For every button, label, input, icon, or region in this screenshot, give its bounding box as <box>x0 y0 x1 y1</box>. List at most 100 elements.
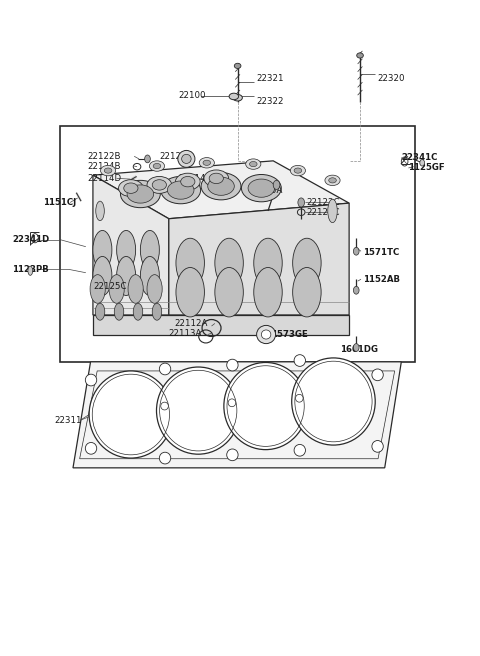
Ellipse shape <box>124 183 138 194</box>
Text: 22125A: 22125A <box>250 186 283 195</box>
Text: 1571TC: 1571TC <box>363 248 400 257</box>
Ellipse shape <box>215 268 243 317</box>
Ellipse shape <box>89 371 173 458</box>
Ellipse shape <box>329 178 336 183</box>
Ellipse shape <box>227 449 238 461</box>
Ellipse shape <box>149 161 165 171</box>
Ellipse shape <box>147 176 172 194</box>
Ellipse shape <box>176 238 204 288</box>
Ellipse shape <box>90 275 105 303</box>
Ellipse shape <box>215 238 243 288</box>
Ellipse shape <box>233 94 242 101</box>
Ellipse shape <box>224 363 307 449</box>
Ellipse shape <box>290 165 305 176</box>
Ellipse shape <box>85 443 96 454</box>
Ellipse shape <box>353 344 359 352</box>
Ellipse shape <box>353 247 359 255</box>
Text: 1151CJ: 1151CJ <box>43 198 76 207</box>
Ellipse shape <box>261 330 271 339</box>
Ellipse shape <box>420 159 424 166</box>
Ellipse shape <box>328 199 337 222</box>
Ellipse shape <box>117 256 136 295</box>
Ellipse shape <box>159 452 171 464</box>
Polygon shape <box>93 161 349 218</box>
Text: 1152AB: 1152AB <box>363 276 400 284</box>
Ellipse shape <box>250 161 257 167</box>
Ellipse shape <box>127 185 154 203</box>
Ellipse shape <box>28 266 33 276</box>
Ellipse shape <box>293 238 321 288</box>
Ellipse shape <box>254 238 282 288</box>
Ellipse shape <box>257 325 276 344</box>
Ellipse shape <box>120 180 160 208</box>
Ellipse shape <box>254 268 282 317</box>
Ellipse shape <box>128 275 143 303</box>
Ellipse shape <box>144 155 150 163</box>
Polygon shape <box>169 203 349 315</box>
Text: 22321: 22321 <box>257 74 284 83</box>
Ellipse shape <box>372 369 384 380</box>
Text: 22311: 22311 <box>54 416 82 425</box>
Ellipse shape <box>294 168 301 173</box>
Text: 22100: 22100 <box>179 91 206 100</box>
Ellipse shape <box>203 160 211 165</box>
Ellipse shape <box>176 268 204 317</box>
Ellipse shape <box>178 150 195 167</box>
Ellipse shape <box>209 173 223 184</box>
Ellipse shape <box>357 53 363 58</box>
Text: 22114D: 22114D <box>179 174 213 183</box>
Ellipse shape <box>204 170 228 187</box>
Ellipse shape <box>227 359 238 371</box>
Ellipse shape <box>85 374 96 386</box>
Ellipse shape <box>208 177 234 195</box>
Text: 22113A: 22113A <box>169 329 202 338</box>
Ellipse shape <box>93 256 112 295</box>
Text: 1601DG: 1601DG <box>340 345 378 354</box>
Ellipse shape <box>353 287 359 294</box>
Ellipse shape <box>156 367 240 454</box>
Ellipse shape <box>100 165 116 176</box>
Ellipse shape <box>372 441 384 452</box>
Text: 22122B: 22122B <box>87 152 121 161</box>
Ellipse shape <box>325 175 340 186</box>
Text: 1123PB: 1123PB <box>12 265 49 274</box>
Ellipse shape <box>133 303 143 320</box>
Text: 22320: 22320 <box>378 74 405 83</box>
Ellipse shape <box>199 157 215 168</box>
Ellipse shape <box>117 230 136 270</box>
Ellipse shape <box>96 201 104 220</box>
Ellipse shape <box>181 154 191 163</box>
Text: 1125GF: 1125GF <box>408 163 445 173</box>
Ellipse shape <box>241 174 281 202</box>
Ellipse shape <box>201 173 241 200</box>
Text: 22125C: 22125C <box>93 282 126 291</box>
Text: 22124C: 22124C <box>306 208 340 216</box>
Text: 1573GE: 1573GE <box>271 330 308 339</box>
Ellipse shape <box>176 173 200 190</box>
Ellipse shape <box>152 303 162 320</box>
Text: 22341C: 22341C <box>401 153 438 162</box>
Text: 22112A: 22112A <box>175 319 208 328</box>
Text: 22114D: 22114D <box>87 174 121 183</box>
Text: 22124B: 22124B <box>87 161 121 171</box>
Ellipse shape <box>114 303 124 320</box>
Ellipse shape <box>168 181 194 199</box>
Ellipse shape <box>294 444 305 456</box>
Ellipse shape <box>294 355 305 367</box>
Polygon shape <box>93 315 349 335</box>
Ellipse shape <box>96 303 105 320</box>
Ellipse shape <box>246 159 261 169</box>
Ellipse shape <box>180 176 195 187</box>
Ellipse shape <box>293 268 321 317</box>
Ellipse shape <box>147 275 162 303</box>
Ellipse shape <box>229 93 239 100</box>
Ellipse shape <box>93 230 112 270</box>
Polygon shape <box>73 362 401 468</box>
Ellipse shape <box>234 63 241 68</box>
Text: 22341D: 22341D <box>12 235 49 244</box>
Ellipse shape <box>248 179 275 197</box>
Ellipse shape <box>292 358 375 445</box>
Ellipse shape <box>153 163 161 169</box>
Ellipse shape <box>152 180 167 190</box>
Ellipse shape <box>140 230 159 270</box>
